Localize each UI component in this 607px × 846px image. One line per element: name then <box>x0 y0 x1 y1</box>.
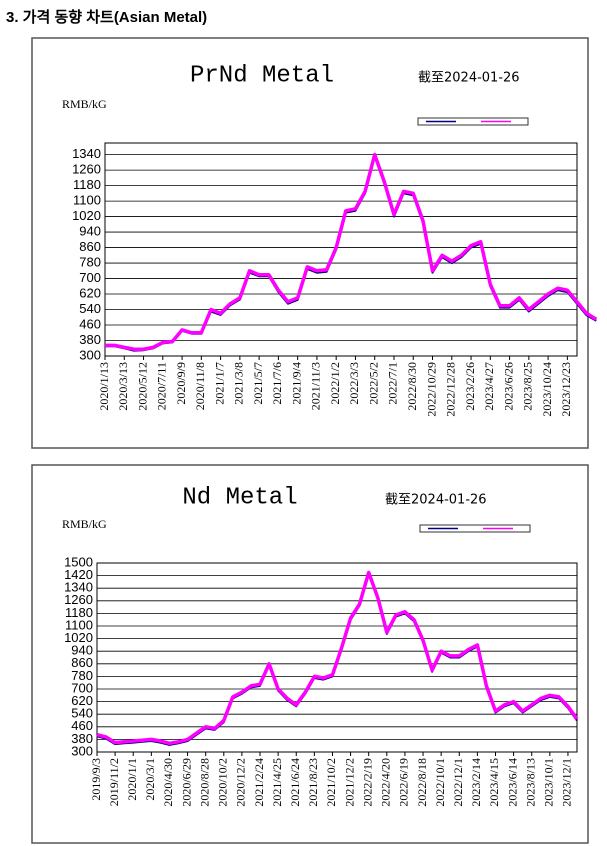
y-tick-label: 540 <box>71 706 93 721</box>
y-tick-label: 1100 <box>65 617 93 632</box>
y-tick-label: 1500 <box>64 554 93 569</box>
chart: Nd Metal 截至2024-01-26 RMB/kG 30038046054062… <box>31 464 589 844</box>
x-tick-label: 2023/8/13 <box>523 758 537 807</box>
x-tick-label: 2023/12/23 <box>559 362 573 417</box>
x-tick-label: 2021/8/23 <box>306 758 320 807</box>
y-tick-label: 1020 <box>72 208 101 223</box>
y-tick-label: 940 <box>79 224 101 239</box>
y-tick-label: 1340 <box>72 146 101 161</box>
x-tick-label: 2022/10/29 <box>424 362 438 417</box>
y-tick-label: 620 <box>71 693 93 708</box>
y-tick-label: 620 <box>79 285 101 300</box>
y-tick-label: 860 <box>71 655 93 670</box>
y-tick-label: 1260 <box>72 162 101 177</box>
y-tick-label: 460 <box>79 316 101 331</box>
x-tick-label: 2022/7/1 <box>386 362 400 405</box>
x-tick-label: 2021/10/2 <box>324 758 338 807</box>
y-tick-label: 300 <box>79 347 101 362</box>
y-tick-label: 1420 <box>64 567 93 582</box>
x-tick-label: 2022/10/1 <box>433 758 447 807</box>
x-tick-label: 2023/4/27 <box>482 362 496 411</box>
x-tick-label: 2020/7/11 <box>155 362 169 410</box>
y-tick-label: 1020 <box>64 630 93 645</box>
y-tick-label: 380 <box>79 332 101 347</box>
x-tick-label: 2020/5/12 <box>135 362 149 411</box>
x-tick-label: 2022/12/28 <box>444 362 458 417</box>
heading: 3. 가격 동향 차트(Asian Metal) <box>6 9 208 26</box>
x-tick-label: 2020/9/9 <box>174 362 188 405</box>
y-tick-label: 700 <box>79 270 101 285</box>
y-tick-label: 940 <box>71 643 93 658</box>
y-tick-label: 700 <box>71 680 93 695</box>
x-tick-label: 2022/3/3 <box>347 362 361 405</box>
chart: PrNd Metal 截至2024-01-26 RMB/kG 300380460540… <box>31 37 598 449</box>
y-tick-label: 1100 <box>73 193 101 208</box>
x-tick-label: 2020/12/2 <box>234 758 248 807</box>
y-tick-label: 1180 <box>65 605 93 620</box>
x-tick-label: 2021/5/7 <box>251 362 265 405</box>
x-tick-label: 2022/6/19 <box>397 758 411 807</box>
x-tick-label: 2020/10/2 <box>216 758 230 807</box>
legend-box <box>419 524 531 533</box>
x-tick-label: 2020/8/28 <box>197 758 211 807</box>
x-tick-label: 2020/3/1 <box>143 758 157 801</box>
x-tick-label: 2021/7/6 <box>270 362 284 405</box>
x-tick-label: 2021/3/8 <box>232 362 246 405</box>
plot-area <box>104 142 578 357</box>
y-tick-label: 780 <box>71 668 93 683</box>
x-tick-label: 2022/4/20 <box>379 758 393 807</box>
y-tick-label: 1260 <box>64 592 93 607</box>
chart-subtitle: 截至2024-01-26 <box>385 493 487 508</box>
y-tick-label: 380 <box>71 731 93 746</box>
x-tick-label: 2022/5/2 <box>366 362 380 405</box>
x-tick-label: 2021/12/2 <box>342 758 356 807</box>
y-tick-label: 1180 <box>73 177 101 192</box>
x-tick-label: 2022/1/2 <box>328 362 342 405</box>
x-tick-label: 2022/12/1 <box>451 758 465 807</box>
y-tick-label: 540 <box>79 301 101 316</box>
x-tick-label: 2020/1/13 <box>97 362 111 411</box>
x-tick-label: 2021/4/25 <box>270 758 284 807</box>
y-tick-label: 780 <box>79 254 101 269</box>
x-tick-label: 2021/1/7 <box>212 362 226 405</box>
x-tick-label: 2021/9/4 <box>289 362 303 405</box>
x-tick-label: 2020/1/1 <box>125 758 139 801</box>
x-tick-label: 2022/8/18 <box>415 758 429 807</box>
y-tick-label: 1340 <box>64 580 93 595</box>
x-tick-label: 2022/8/30 <box>405 362 419 411</box>
y-tick-label: 860 <box>79 239 101 254</box>
x-tick-label: 2020/3/13 <box>116 362 130 411</box>
x-tick-label: 2020/11/8 <box>193 362 207 410</box>
x-tick-label: 2020/6/29 <box>179 758 193 807</box>
x-tick-label: 2019/9/3 <box>89 758 103 801</box>
x-tick-label: 2021/2/24 <box>252 758 266 807</box>
y-tick-label: 460 <box>71 718 93 733</box>
x-tick-label: 2023/6/14 <box>505 758 519 807</box>
x-tick-label: 2023/2/26 <box>463 362 477 411</box>
data-line <box>96 570 579 746</box>
x-tick-label: 2023/4/15 <box>487 758 501 807</box>
data-line <box>105 152 598 351</box>
x-tick-label: 2023/12/1 <box>560 758 574 807</box>
x-tick-label: 2021/6/24 <box>288 758 302 807</box>
x-tick-label: 2020/4/30 <box>161 758 175 807</box>
x-tick-label: 2023/2/14 <box>469 758 483 807</box>
y-tick-label: 300 <box>71 743 93 758</box>
legend-box <box>417 117 529 126</box>
x-tick-label: 2023/6/26 <box>501 362 515 411</box>
y-axis-label: RMB/kG <box>62 97 107 111</box>
x-tick-label: 2019/11/2 <box>107 758 121 806</box>
x-tick-label: 2021/11/3 <box>309 362 323 410</box>
x-tick-label: 2023/10/1 <box>542 758 556 807</box>
y-axis-label: RMB/kG <box>62 517 107 531</box>
chart-title: PrNd Metal <box>190 62 334 89</box>
x-tick-label: 2023/10/24 <box>540 362 554 417</box>
chart-subtitle: 截至2024-01-26 <box>418 71 520 86</box>
x-tick-label: 2023/8/25 <box>521 362 535 411</box>
chart-title: Nd Metal <box>182 484 297 511</box>
x-tick-label: 2022/2/19 <box>360 758 374 807</box>
